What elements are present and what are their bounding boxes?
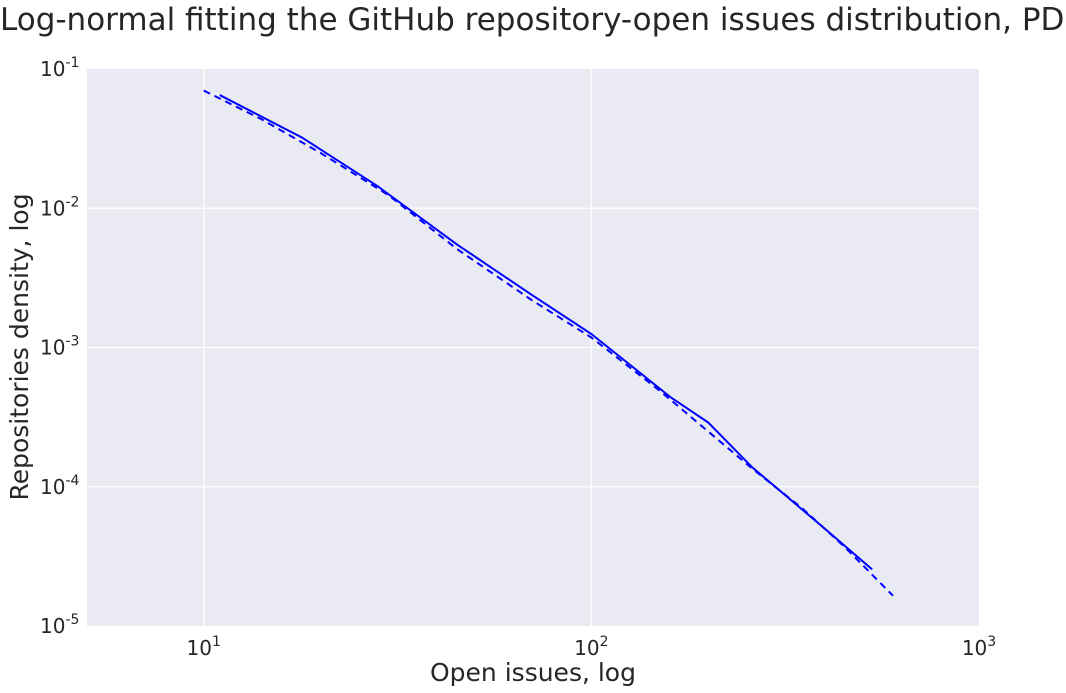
y-axis-label: Repositories density, log	[5, 193, 34, 500]
y-tick-label: 10-1	[40, 55, 79, 81]
series-line-dashed	[203, 89, 894, 597]
y-tick-label: 10-2	[40, 194, 79, 220]
grid	[87, 69, 979, 626]
chart-title: Log-normal fitting the GitHub repository…	[0, 2, 1066, 38]
x-axis-label: Open issues, log	[430, 658, 636, 687]
x-tick-label: 101	[187, 634, 221, 660]
y-tick-label: 10-5	[40, 612, 79, 638]
series-group	[203, 89, 894, 597]
ticks-group: 101 102 103 10-1 10-2 10-3 10-4 10-5	[40, 55, 996, 660]
x-tick-label: 102	[574, 634, 608, 660]
y-tick-label: 10-3	[40, 334, 79, 360]
y-tick-label: 10-4	[40, 473, 80, 499]
x-tick-label: 103	[962, 634, 996, 660]
